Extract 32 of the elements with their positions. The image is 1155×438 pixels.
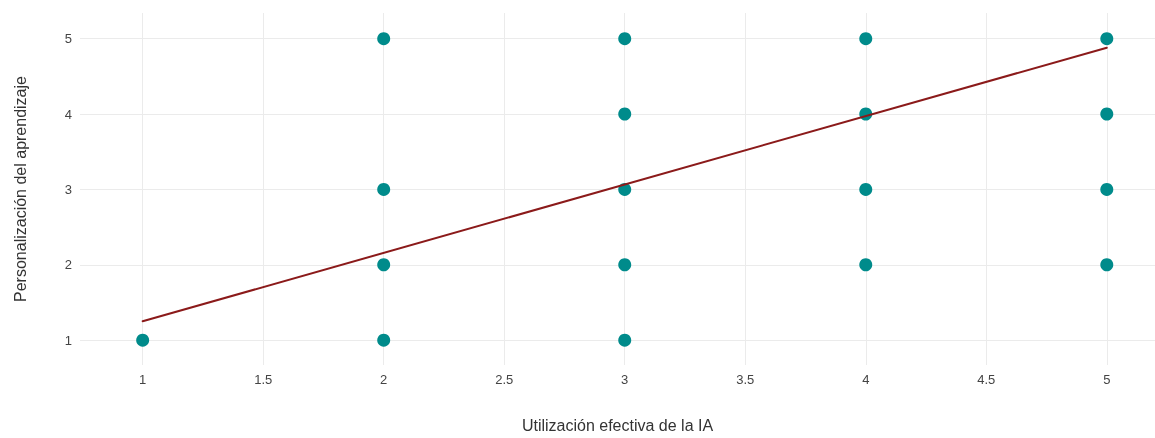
point — [1100, 32, 1114, 46]
y-tick-label: 5 — [64, 31, 72, 47]
x-tick-label: 2.5 — [495, 372, 514, 387]
y-tick-label: 1 — [64, 332, 72, 348]
point — [377, 32, 391, 46]
y-tick-label: 2 — [64, 257, 72, 273]
point — [859, 182, 873, 196]
x-tick-label: 4.5 — [977, 372, 996, 387]
point — [1100, 107, 1114, 121]
point — [136, 333, 150, 347]
point — [1100, 258, 1114, 272]
point — [377, 182, 391, 196]
point — [618, 258, 632, 272]
y-tick-label: 4 — [64, 106, 72, 122]
y-axis-title: Personalización del aprendizaje — [11, 75, 29, 302]
x-tick-label: 1.5 — [254, 372, 273, 387]
point — [859, 258, 873, 272]
x-tick-label: 2 — [380, 372, 388, 387]
point — [618, 32, 632, 46]
point — [859, 32, 873, 46]
point — [377, 333, 391, 347]
x-tick-label: 4 — [862, 372, 870, 387]
x-tick-label: 3.5 — [736, 372, 755, 387]
point — [377, 258, 391, 272]
point — [618, 107, 632, 121]
x-axis-title: Utilización efectiva de la IA — [521, 416, 714, 434]
x-tick-label: 3 — [621, 372, 629, 387]
x-tick-label: 1 — [139, 372, 147, 387]
x-tick-label: 5 — [1103, 372, 1111, 387]
point — [618, 333, 632, 347]
point — [1100, 182, 1114, 196]
y-tick-label: 3 — [64, 181, 72, 197]
